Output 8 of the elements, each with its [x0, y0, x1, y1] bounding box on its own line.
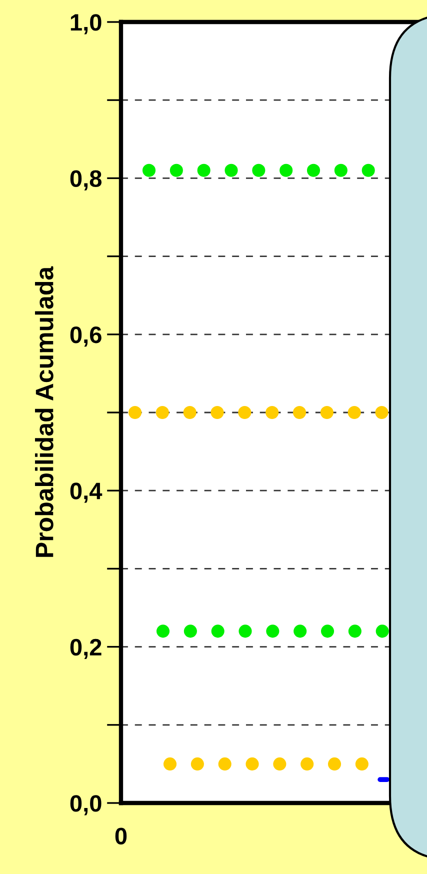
y-tick-label: 1,0	[70, 14, 102, 34]
y-tick-label: 0,0	[70, 795, 102, 816]
text: 0	[115, 828, 127, 844]
y-tick-label: 0,2	[70, 638, 102, 660]
y-tick-label: 0,6	[70, 326, 102, 347]
y-tick-label: 0,4	[70, 482, 102, 503]
y-axis-title: Probabilidad Acumulada	[35, 266, 54, 557]
y-tick-label: 0,8	[70, 170, 102, 190]
